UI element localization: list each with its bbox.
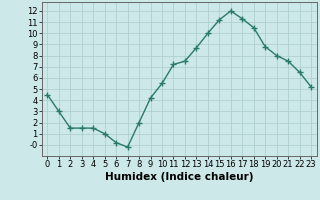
X-axis label: Humidex (Indice chaleur): Humidex (Indice chaleur) <box>105 172 253 182</box>
